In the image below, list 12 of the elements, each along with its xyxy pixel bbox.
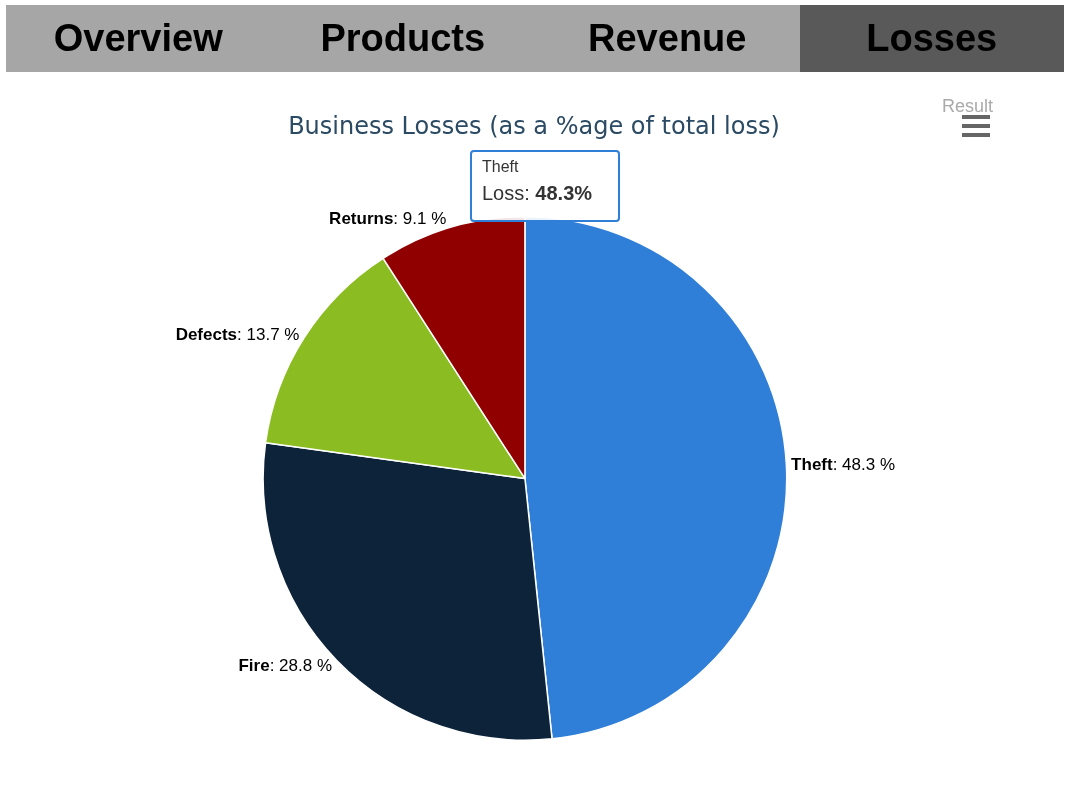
chart-title: Business Losses (as a %age of total loss) xyxy=(288,112,780,140)
slice-label: Defects xyxy=(175,325,238,345)
text: Products xyxy=(270,5,535,72)
text: Theft xyxy=(482,158,520,176)
text: Loss: 48.3% xyxy=(482,182,594,205)
text: Revenue xyxy=(535,5,800,72)
slice-label: Returns xyxy=(329,209,394,229)
slice-label: Fire xyxy=(238,655,270,675)
text: Overview xyxy=(6,5,271,72)
slice-label: Theft xyxy=(791,455,833,475)
text: Result xyxy=(942,96,994,117)
text: Losses xyxy=(799,5,1064,72)
